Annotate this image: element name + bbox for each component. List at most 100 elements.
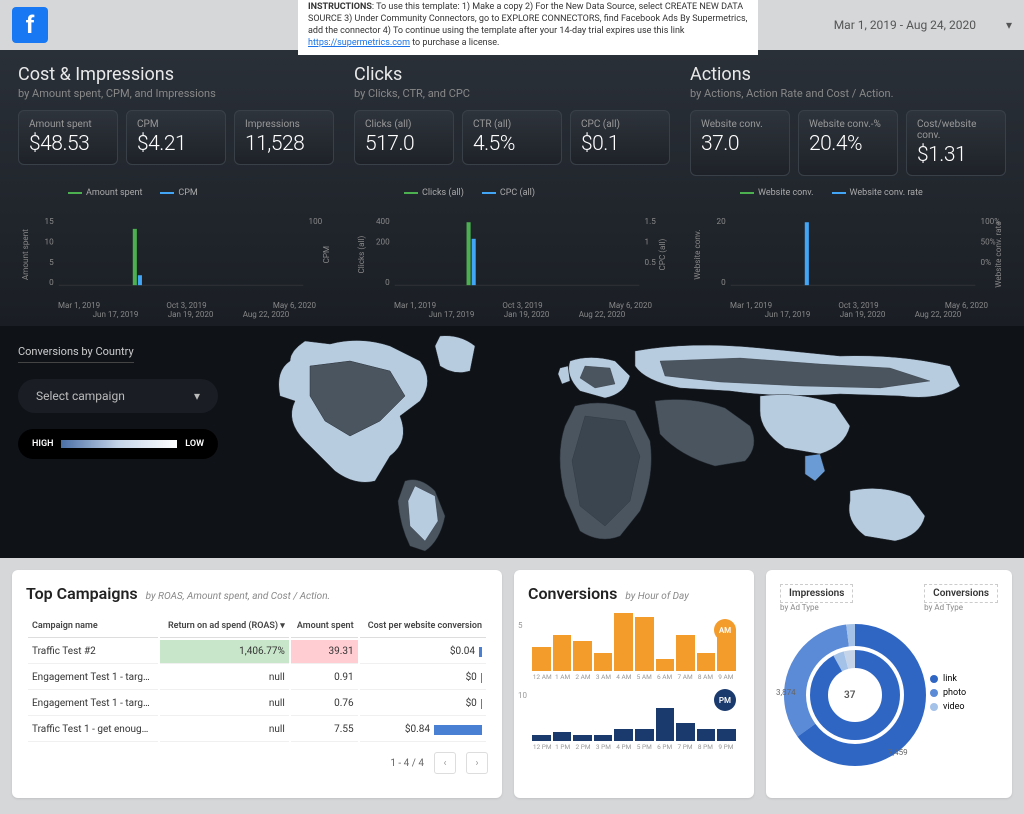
metric-card: Amount spent $48.53 (18, 110, 118, 165)
conversions-subtitle: by Hour of Day (625, 591, 689, 602)
hour-bar (697, 653, 716, 671)
donut-legend: link photo video (930, 674, 966, 716)
group-title: Clicks (354, 64, 670, 85)
mini-chart: Clicks (all) CPC (all) Clicks (all) CPC (… (354, 188, 670, 318)
donut-legend-item: photo (930, 688, 966, 698)
instructions-link[interactable]: https://supermetrics.com (308, 38, 410, 48)
svg-text:10: 10 (45, 236, 55, 246)
svg-text:Website conv. rate: Website conv. rate (993, 221, 1003, 288)
hour-bar (594, 653, 613, 671)
world-map[interactable] (260, 326, 1020, 558)
metric-value: 20.4% (809, 132, 887, 156)
svg-text:Amount spent: Amount spent (20, 229, 30, 280)
svg-text:CPC (all): CPC (all) (657, 239, 668, 271)
table-row[interactable]: Engagement Test 1 - targ… null 0.91 $0 (28, 666, 486, 690)
hour-bar (614, 613, 633, 671)
hour-bar (573, 735, 592, 741)
hour-bar (594, 735, 613, 741)
campaigns-subtitle: by ROAS, Amount spent, and Cost / Action… (146, 591, 331, 602)
svg-text:0: 0 (49, 277, 54, 287)
hour-bar (676, 723, 695, 741)
svg-text:0%: 0% (981, 257, 992, 267)
donut-legend-item: video (930, 702, 966, 712)
metric-group: Actions by Actions, Action Rate and Cost… (690, 64, 1006, 176)
group-title: Actions (690, 64, 1006, 85)
metric-label: CPC (all) (581, 119, 659, 130)
map-title: Conversions by Country (18, 345, 134, 363)
metric-group: Cost & Impressions by Amount spent, CPM,… (18, 64, 334, 176)
hour-section-pm: 10 PM 12 PM1 PM2 PM3 PM4 PM5 PM6 PM7 PM8… (528, 681, 740, 751)
top-campaigns-panel: Top Campaigns by ROAS, Amount spent, and… (12, 570, 502, 798)
donut-center-value: 37 (840, 686, 859, 705)
legend-item: CPC (all) (482, 188, 535, 198)
metric-label: CTR (all) (473, 119, 551, 130)
svg-text:200: 200 (376, 236, 390, 246)
metric-group: Clicks by Clicks, CTR, and CPC Clicks (a… (354, 64, 670, 176)
metric-value: 517.0 (365, 132, 443, 156)
svg-text:100: 100 (309, 216, 323, 226)
legend-item: CPM (160, 188, 197, 198)
metric-label: Amount spent (29, 119, 107, 130)
group-subtitle: by Actions, Action Rate and Cost / Actio… (690, 87, 1006, 100)
campaigns-table: Campaign nameReturn on ad spend (ROAS) ▾… (26, 613, 488, 744)
legend-item: Website conv. (740, 188, 814, 198)
svg-text:Clicks (all): Clicks (all) (356, 235, 367, 273)
header: f INSTRUCTIONS: To use this template: 1)… (0, 0, 1024, 50)
prev-page-button[interactable]: ‹ (434, 752, 456, 774)
metric-value: $48.53 (29, 132, 107, 156)
hour-bar (656, 708, 675, 741)
table-header[interactable]: Campaign name (28, 615, 158, 638)
mini-chart: Amount spentCPM Amount spent CPM 1510501… (18, 188, 334, 318)
date-range-picker[interactable]: Mar 1, 2019 - Aug 24, 2020 ▾ (834, 18, 1012, 32)
hour-bar (635, 729, 654, 741)
hour-bar (656, 659, 675, 671)
table-row[interactable]: Traffic Test #2 1,406.77% 39.31 $0.04 (28, 640, 486, 664)
metric-value: $0.1 (581, 132, 659, 156)
donut-panel: Impressions by Ad Type Conversions by Ad… (766, 570, 1012, 798)
metric-card: Impressions 11,528 (234, 110, 334, 165)
metric-card: CPC (all) $0.1 (570, 110, 670, 165)
hour-bar (553, 732, 572, 741)
next-page-button[interactable]: › (466, 752, 488, 774)
svg-text:Website conv.: Website conv. (692, 229, 702, 279)
donut-legend-item: link (930, 674, 966, 684)
metric-card: CTR (all) 4.5% (462, 110, 562, 165)
hour-bar (532, 735, 551, 741)
chevron-down-icon: ▾ (194, 389, 200, 403)
conversions-donut-title: Conversions (924, 584, 998, 603)
metric-card: Website conv. 37.0 (690, 110, 790, 176)
metric-value: $4.21 (137, 132, 215, 156)
hour-bar (532, 647, 551, 671)
metric-card: Website conv.-% 20.4% (798, 110, 898, 176)
table-row[interactable]: Traffic Test 1 - get enoug… null 7.55 $0… (28, 718, 486, 742)
svg-text:15: 15 (45, 216, 55, 226)
map-legend: HIGH LOW (18, 429, 218, 459)
svg-text:0.5: 0.5 (645, 257, 657, 267)
legend-item: Clicks (all) (404, 188, 464, 198)
hour-bar (573, 641, 592, 671)
conversions-hour-panel: Conversions by Hour of Day 5 AM 12 AM1 A… (514, 570, 754, 798)
svg-text:CPM: CPM (321, 246, 331, 264)
svg-text:0: 0 (385, 277, 390, 287)
campaigns-title: Top Campaigns (26, 584, 138, 603)
metric-card: Cost/website conv. $1.31 (906, 110, 1006, 176)
pm-badge: PM (714, 689, 736, 711)
table-header[interactable]: Cost per website conversion (360, 615, 486, 638)
hour-bar (635, 617, 654, 671)
metric-card: CPM $4.21 (126, 110, 226, 165)
table-header[interactable]: Return on ad spend (ROAS) ▾ (160, 615, 289, 638)
table-row[interactable]: Engagement Test 1 - targ… null 0.76 $0 (28, 692, 486, 716)
metric-card: Clicks (all) 517.0 (354, 110, 454, 165)
svg-text:20: 20 (717, 216, 727, 226)
legend-item: Amount spent (68, 188, 142, 198)
conversions-title: Conversions (528, 584, 617, 603)
svg-text:100%: 100% (981, 216, 1001, 226)
svg-text:400: 400 (376, 216, 390, 226)
metric-value: 37.0 (701, 132, 779, 156)
table-header[interactable]: Amount spent (291, 615, 358, 638)
campaign-select[interactable]: Select campaign ▾ (18, 379, 218, 413)
metric-label: CPM (137, 119, 215, 130)
mini-chart: Website conv. Website conv. rate Website … (690, 188, 1006, 318)
hour-section-am: 5 AM 12 AM1 AM2 AM3 AM4 AM5 AM6 AM7 AM8 … (528, 611, 740, 681)
instructions-box: INSTRUCTIONS: To use this template: 1) M… (298, 0, 758, 55)
